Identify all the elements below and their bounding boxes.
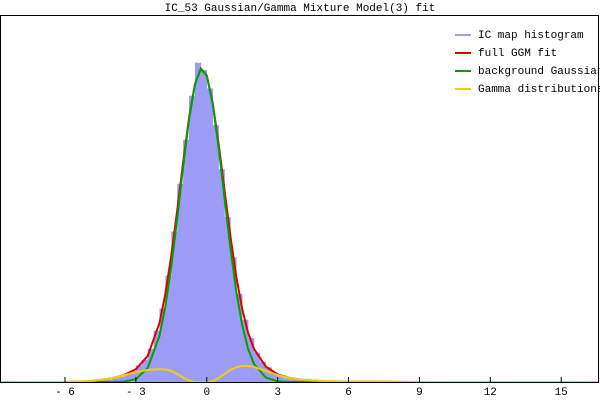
x-tick-label: 12: [484, 387, 497, 399]
histogram-bar: [248, 337, 255, 382]
histogram-bar: [200, 70, 208, 383]
histogram-bar: [118, 376, 125, 382]
line-series: [0, 66, 599, 383]
histogram-bar: [153, 330, 160, 382]
histogram-bar: [112, 378, 119, 382]
histogram-bar: [147, 348, 154, 382]
histogram-bar: [212, 125, 219, 382]
histogram-bar: [206, 88, 213, 383]
legend-label: Gamma distributions: [478, 84, 600, 96]
chart-title: IC_53 Gaussian/Gamma Mixture Model(3) fi…: [165, 3, 436, 15]
histogram-bar: [129, 370, 137, 382]
histogram-bar: [242, 319, 249, 382]
histogram-bar: [289, 379, 296, 382]
histogram-bar: [159, 308, 166, 382]
histogram-bar: [171, 231, 178, 382]
line-series: [0, 364, 599, 383]
plot-frame: [0, 15, 599, 383]
histogram-bar: [283, 378, 290, 382]
histogram-bar: [236, 293, 243, 382]
x-tick-label: 6: [345, 387, 352, 399]
histogram-bar: [218, 169, 225, 382]
histogram-bar: [183, 139, 190, 382]
histogram-bar: [124, 374, 131, 382]
histogram-bar: [135, 365, 143, 382]
histogram-bar: [265, 367, 273, 382]
histogram-bar: [277, 376, 284, 382]
legend-label: IC map histogram: [478, 30, 584, 42]
histogram-bar: [106, 379, 113, 382]
line-series: [0, 66, 599, 383]
histogram-bar: [230, 257, 237, 382]
histogram-bar: [165, 275, 172, 382]
histogram-bar: [271, 372, 278, 382]
histogram-bar: [194, 62, 202, 383]
histogram-bar: [259, 361, 267, 382]
x-tick-label: - 3: [126, 387, 146, 399]
histogram-bar: [189, 95, 196, 383]
histogram-bar: [224, 216, 231, 382]
x-tick-label: 15: [555, 387, 568, 399]
histogram-bar: [177, 183, 184, 382]
legend-label: background Gaussian: [478, 66, 600, 78]
x-tick-label: 9: [416, 387, 423, 399]
legend-label: full GGM fit: [478, 48, 557, 60]
x-tick-label: - 6: [55, 387, 75, 399]
x-tick-label: 0: [203, 387, 210, 399]
x-tick-label: 3: [274, 387, 281, 399]
